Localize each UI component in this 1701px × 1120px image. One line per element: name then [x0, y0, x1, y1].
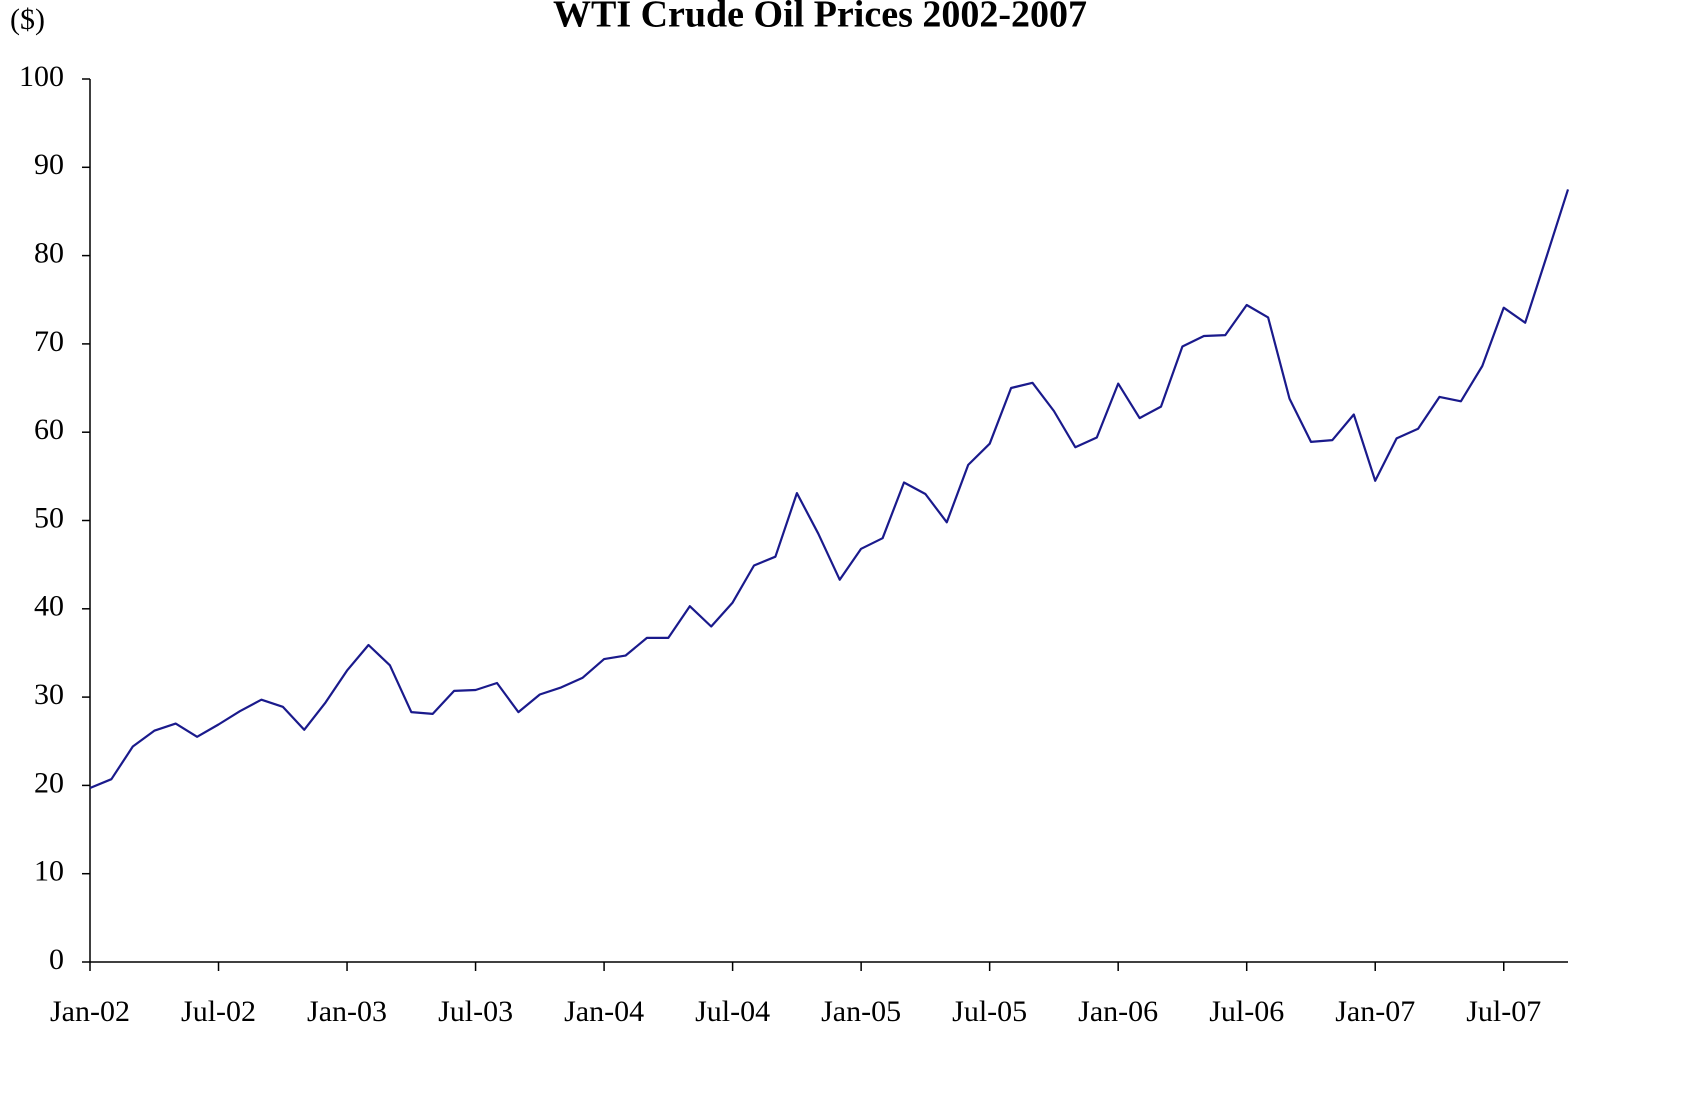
x-tick-label: Jul-04	[695, 995, 770, 1028]
y-tick-label: 30	[34, 678, 64, 711]
x-tick-label: Jan-04	[564, 995, 644, 1028]
y-tick-label: 70	[34, 325, 64, 358]
y-tick-label: 40	[34, 590, 64, 623]
x-tick-label: Jan-07	[1335, 995, 1415, 1028]
price-line	[89, 189, 1570, 790]
y-tick-label: 90	[34, 148, 64, 181]
y-tick-label: 20	[34, 766, 64, 799]
y-axis-label: ($)	[10, 3, 45, 36]
y-tick-label: 60	[34, 413, 64, 446]
x-tick-label: Jul-06	[1209, 995, 1284, 1028]
y-tick-label: 0	[49, 943, 64, 976]
y-tick-label: 80	[34, 236, 64, 269]
x-tick-label: Jan-03	[307, 995, 387, 1028]
y-tick-label: 10	[34, 855, 64, 888]
y-tick-label: 50	[34, 501, 64, 534]
x-tick-label: Jul-05	[952, 995, 1027, 1028]
y-tick-label: 100	[19, 60, 64, 93]
x-tick-label: Jul-07	[1466, 995, 1541, 1028]
x-tick-label: Jan-05	[821, 995, 901, 1028]
chart-title: WTI Crude Oil Prices 2002-2007	[553, 0, 1087, 36]
x-tick-label: Jan-02	[50, 995, 130, 1028]
x-tick-label: Jul-03	[438, 995, 513, 1028]
x-tick-label: Jan-06	[1078, 995, 1158, 1028]
x-tick-label: Jul-02	[181, 995, 256, 1028]
